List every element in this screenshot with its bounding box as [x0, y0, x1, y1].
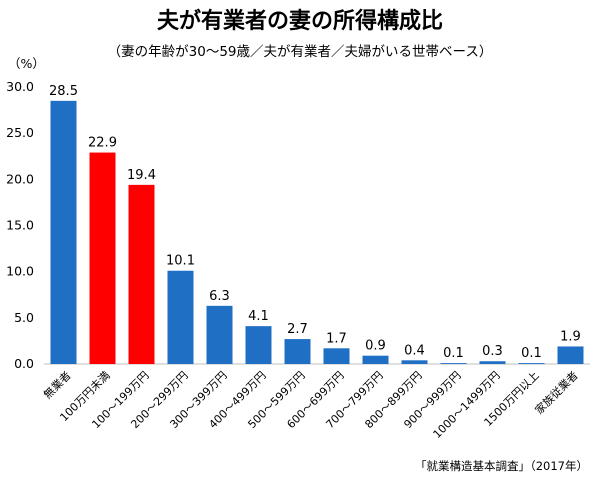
- bar-3: [167, 270, 194, 364]
- y-tick-label: 10.0: [6, 264, 34, 279]
- bar-7: [323, 348, 350, 364]
- bar-value-label: 19.4: [127, 168, 156, 183]
- bar-value-label: 6.3: [209, 289, 230, 304]
- y-tick-label: 0.0: [14, 356, 34, 371]
- bar-8: [362, 355, 389, 364]
- bar-value-label: 22.9: [88, 136, 117, 151]
- bar-value-label: 4.1: [248, 309, 269, 324]
- bar-value-label: 2.7: [287, 322, 308, 337]
- y-tick-label: 25.0: [6, 125, 34, 140]
- bar-9: [401, 360, 428, 364]
- bar-value-label: 0.1: [521, 346, 542, 361]
- bar-1: [89, 152, 116, 364]
- x-category-label: 1000～1499万円: [430, 369, 502, 441]
- bar-11: [479, 361, 506, 364]
- bar-value-label: 0.1: [443, 346, 464, 361]
- y-tick-label: 5.0: [14, 310, 34, 325]
- y-tick-label: 15.0: [6, 218, 34, 233]
- source-note: 「就業構造基本調査」（2017年）: [415, 459, 588, 473]
- bar-10: [440, 363, 467, 364]
- bar-2: [128, 184, 155, 364]
- x-category-label: 無業者: [40, 368, 73, 401]
- x-category-label: 家族従業者: [532, 368, 581, 417]
- chart-subtitle: （妻の年齢が30～59歳／夫が有業者／夫婦がいる世帯ベース）: [108, 43, 493, 60]
- chart-title: 夫が有業者の妻の所得構成比: [157, 8, 443, 34]
- bar-value-label: 0.9: [365, 339, 386, 354]
- chart-bars: 28.5無業者22.9100万円未満19.4100～199万円10.1200～2…: [40, 84, 584, 441]
- bar-value-label: 0.4: [404, 343, 425, 358]
- bar-6: [284, 339, 311, 364]
- bar-13: [557, 346, 584, 364]
- bar-value-label: 1.9: [560, 329, 581, 344]
- bar-value-label: 1.7: [326, 331, 347, 346]
- y-tick-label: 30.0: [6, 79, 34, 94]
- bar-value-label: 28.5: [49, 84, 78, 99]
- y-tick-label: 20.0: [6, 171, 34, 186]
- bar-value-label: 10.1: [166, 254, 195, 269]
- y-axis-unit-label: （%）: [8, 56, 45, 71]
- bar-0: [50, 100, 77, 364]
- bar-4: [206, 305, 233, 364]
- bar-value-label: 0.3: [482, 344, 503, 359]
- bar-5: [245, 326, 272, 364]
- bar-12: [518, 363, 545, 364]
